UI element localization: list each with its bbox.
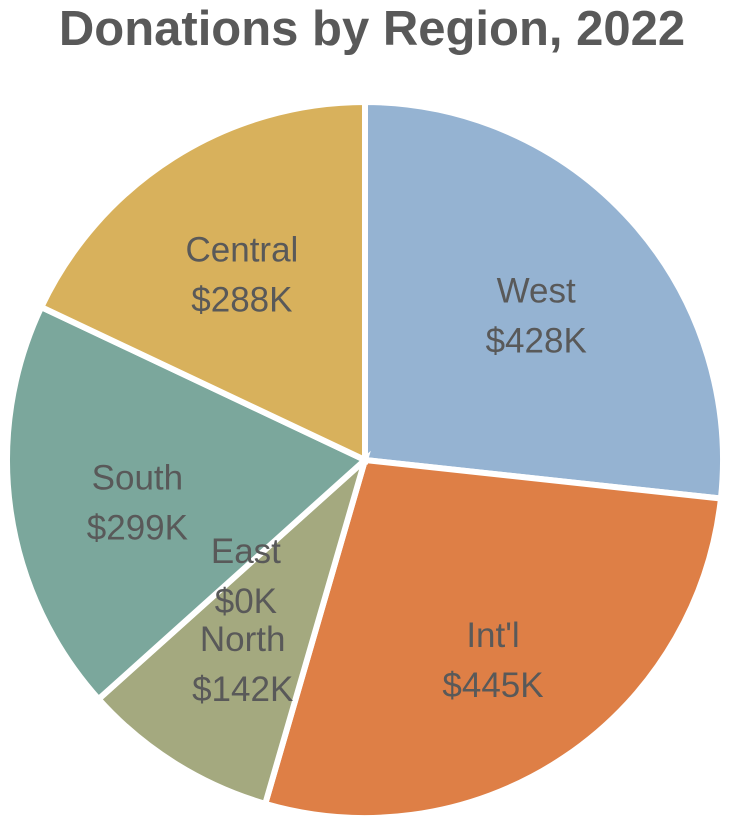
slice-value-east: $0K	[215, 582, 277, 621]
pie-slices	[4, 98, 726, 821]
pie-slice-north	[94, 450, 371, 808]
pie-slice-central	[37, 98, 368, 465]
pie-slice-west	[362, 98, 726, 502]
slice-value-central: $288K	[191, 281, 292, 320]
slice-value-int-l: $445K	[442, 666, 543, 705]
slice-value-north: $142K	[192, 670, 293, 709]
slice-value-south: $299K	[87, 508, 188, 547]
slice-label-east: East	[211, 532, 281, 571]
slice-label-int-l: Int'l	[466, 616, 519, 655]
pie-slice-int-l	[261, 456, 725, 821]
slice-value-west: $428K	[486, 321, 587, 360]
chart-title: Donations by Region, 2022	[58, 2, 686, 56]
slice-label-west: West	[497, 271, 576, 310]
slice-label-central: Central	[185, 231, 298, 270]
slice-label-north: North	[200, 620, 286, 659]
pie-labels: West $428K Int'l $445K North $142K East $0K Sout…	[87, 231, 587, 709]
slice-label-south: South	[92, 458, 183, 497]
pie-slice-south	[4, 303, 371, 704]
